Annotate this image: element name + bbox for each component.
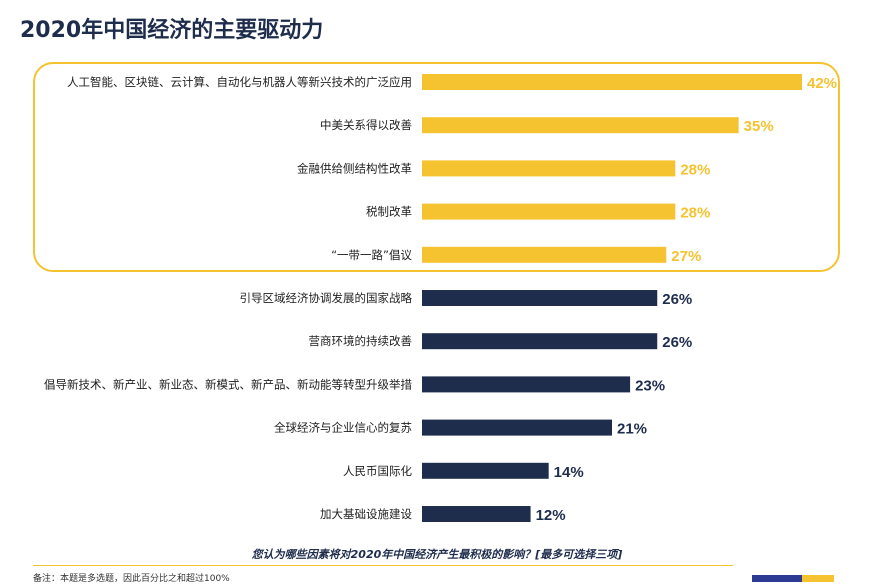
bar (422, 419, 612, 436)
value-label: 27% (671, 248, 701, 265)
bar (422, 246, 667, 263)
value-label: 26% (662, 291, 692, 308)
bar (422, 203, 676, 220)
category-label: 引导区域经济协调发展的国家战略 (240, 291, 413, 305)
bar (422, 290, 658, 306)
value-label: 14% (554, 464, 584, 481)
bar (422, 74, 802, 90)
bar (422, 117, 739, 134)
survey-question: 您认为哪些因素将对2020年中国经济产生最积极的影响？[最多可选择三项] (251, 548, 623, 561)
bar (422, 160, 676, 177)
bar-chart: 人工智能、区块链、云计算、自动化与机器人等新兴技术的广泛应用 42% 中美关系得以改… (44, 74, 837, 524)
category-label: 全球经济与企业信心的复苏 (274, 421, 412, 435)
bar (422, 376, 631, 393)
page-title: 2020年中国经济的主要驱动力 (20, 18, 324, 43)
bar (422, 333, 658, 350)
category-label: 人工智能、区块链、云计算、自动化与机器人等新兴技术的广泛应用 (67, 75, 412, 89)
bar (422, 506, 531, 522)
value-label: 26% (662, 334, 692, 351)
value-label: 28% (680, 161, 710, 178)
value-label: 12% (536, 507, 566, 524)
category-label: 倡导新技术、新产业、新业态、新模式、新产品、新动能等转型升级举措 (44, 377, 412, 391)
category-label: 税制改革 (366, 205, 412, 219)
value-label: 35% (744, 118, 774, 135)
footer-divider (33, 565, 733, 566)
category-label: “一带一路”倡议 (331, 248, 412, 262)
footnote: 备注：本题是多选题，因此百分比之和超过100% (33, 574, 230, 584)
value-label: 28% (680, 205, 710, 222)
value-label: 21% (617, 421, 647, 438)
category-label: 中美关系得以改善 (320, 118, 412, 132)
brand-corner-gold (802, 575, 834, 582)
category-label: 营商环境的持续改善 (309, 334, 413, 348)
highlight-frame (33, 62, 840, 272)
brand-corner-navy (752, 575, 802, 582)
brand-corner-bar (752, 575, 834, 582)
category-label: 金融供给侧结构性改革 (297, 161, 412, 175)
value-label: 42% (807, 75, 837, 92)
bar (422, 462, 549, 479)
category-label: 加大基础设施建设 (320, 507, 412, 521)
value-label: 23% (635, 377, 665, 394)
category-label: 人民币国际化 (343, 464, 412, 478)
